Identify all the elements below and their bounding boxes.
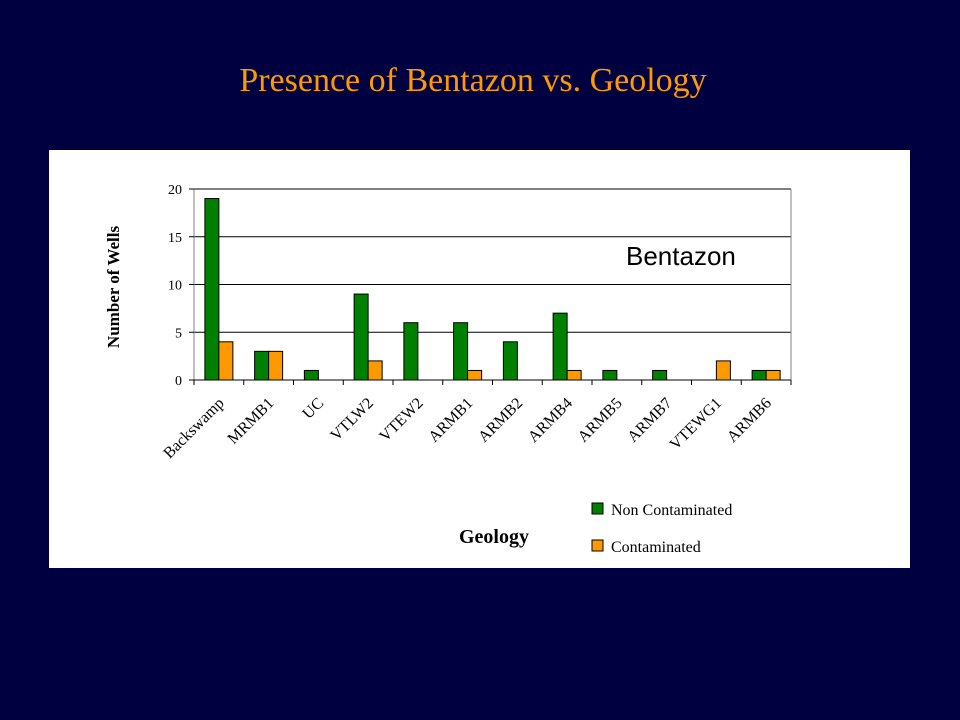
bar-non-contaminated-armb4 <box>552 312 568 381</box>
chart-panel: 0 5 10 15 20 Backswamp MRMB1 UC VTLW2 VTEW2 ARMB1… <box>49 150 910 568</box>
x-axis-title: Geology <box>459 526 529 548</box>
bar-non-contaminated-armb2 <box>502 341 518 381</box>
bar-contaminated-mrmb1 <box>268 350 284 381</box>
x-category-label-armb4: ARMB4 <box>525 395 576 446</box>
bar-non-contaminated-armb5 <box>602 369 618 381</box>
x-category-label-vtew2: VTEW2 <box>376 395 426 445</box>
bar-contaminated-armb4 <box>566 369 582 381</box>
legend-label-contaminated: Contaminated <box>611 539 701 556</box>
bar-non-contaminated-vtew2 <box>403 322 419 381</box>
y-tick-label-10: 10 <box>168 279 182 294</box>
x-category-label-vtlw2: VTLW2 <box>327 395 377 445</box>
x-category-label-armb5: ARMB5 <box>575 395 626 446</box>
y-axis-title: Number of Wells <box>104 226 123 349</box>
bar-non-contaminated-armb7 <box>652 369 668 381</box>
slide-title: Presence of Bentazon vs. Geology <box>239 62 707 99</box>
bar-non-contaminated-armb6 <box>751 369 767 381</box>
bar-non-contaminated-backswamp <box>204 198 220 381</box>
legend-swatch-contaminated <box>591 539 604 552</box>
legend-label-non-contaminated: Non Contaminated <box>611 502 732 519</box>
x-category-label-armb1: ARMB1 <box>425 395 476 446</box>
bar-contaminated-backswamp <box>218 341 234 381</box>
legend: Non Contaminated Contaminated <box>591 502 732 556</box>
x-category-label-backswamp: Backswamp <box>160 395 227 462</box>
y-tick-labels: 0 5 10 15 20 <box>168 183 182 389</box>
y-tick-label-15: 15 <box>168 231 182 246</box>
x-category-label-mrmb1: MRMB1 <box>225 395 278 448</box>
bar-contaminated-vtewg1 <box>715 360 731 381</box>
x-category-label-armb6: ARMB6 <box>724 395 775 446</box>
x-category-label-armb2: ARMB2 <box>475 395 526 446</box>
x-category-label-uc: UC <box>299 395 327 423</box>
bar-non-contaminated-uc <box>303 369 319 381</box>
bar-contaminated-armb1 <box>467 369 483 381</box>
x-category-label-vtewg1: VTEWG1 <box>667 395 726 454</box>
bar-non-contaminated-mrmb1 <box>254 350 270 381</box>
bar-non-contaminated-vtlw2 <box>353 293 369 381</box>
bar-contaminated-vtlw2 <box>367 360 383 381</box>
chart-annotation: Bentazon <box>626 241 736 271</box>
y-tick-label-20: 20 <box>168 183 182 198</box>
x-category-label-armb7: ARMB7 <box>624 395 675 446</box>
y-tick-label-5: 5 <box>175 326 182 341</box>
bar-non-contaminated-armb1 <box>453 322 469 381</box>
bar-contaminated-armb6 <box>765 369 781 381</box>
legend-swatch-non-contaminated <box>591 502 604 515</box>
bars <box>204 198 781 381</box>
y-tick-label-0: 0 <box>175 374 182 389</box>
axes <box>189 188 792 385</box>
gridlines <box>194 188 791 333</box>
